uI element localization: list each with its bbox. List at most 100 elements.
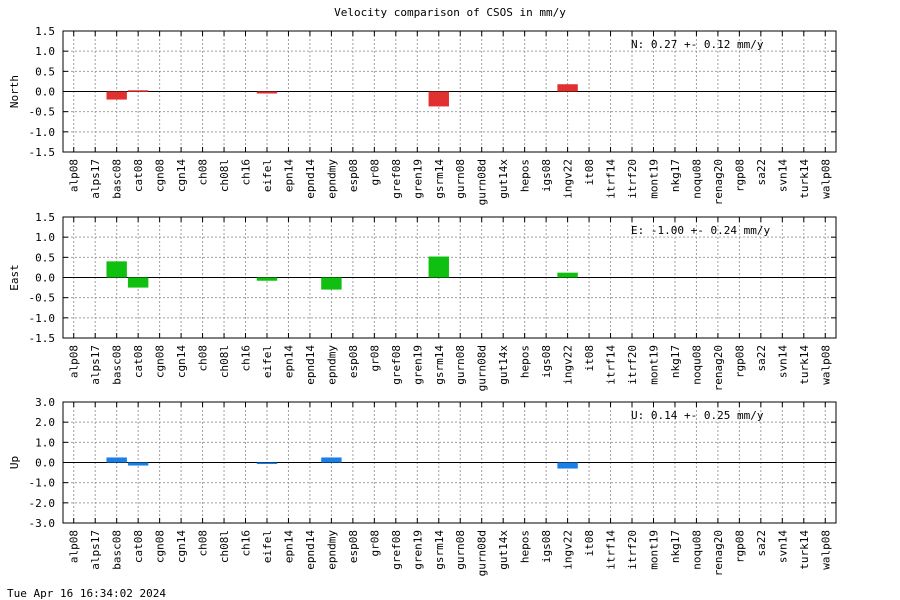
y-tick-label: 0.0 [35, 86, 55, 99]
bar-ingv22 [557, 84, 578, 92]
bar-eifel [256, 277, 278, 281]
y-axis-label: East [8, 264, 21, 291]
x-tick-label: sa22 [755, 530, 768, 557]
x-tick-label: basc08 [111, 345, 124, 385]
x-tick-label: sa22 [755, 159, 768, 186]
x-tick-label: esp08 [347, 159, 360, 192]
y-tick-label: 1.5 [35, 211, 55, 224]
x-tick-label: gurn08d [476, 159, 489, 205]
x-tick-label: cgn08 [154, 345, 167, 378]
x-tick-label: mont19 [647, 345, 660, 385]
x-tick-label: gref08 [390, 345, 403, 385]
bar-cat08 [127, 90, 149, 92]
x-tick-label: itrf20 [626, 530, 639, 570]
y-tick-label: -3.0 [29, 517, 56, 530]
y-axis-label: Up [8, 456, 21, 469]
x-tick-label: itrf14 [605, 530, 618, 570]
bar-basc08 [106, 261, 127, 278]
x-tick-label: epnd14 [304, 345, 317, 385]
stat-annotation: N: 0.27 +- 0.12 mm/y [631, 38, 764, 51]
x-tick-label: cat08 [132, 530, 145, 563]
x-tick-label: esp08 [347, 345, 360, 378]
y-tick-label: 2.0 [35, 416, 55, 429]
x-tick-label: rgp08 [733, 345, 746, 378]
bar-eifel [256, 91, 278, 94]
x-tick-label: alps17 [89, 159, 102, 199]
x-tick-label: gsrm14 [433, 345, 446, 385]
x-tick-label: turk14 [798, 530, 811, 570]
x-tick-label: epnd14 [304, 159, 317, 199]
x-tick-label: gurn08 [454, 530, 467, 570]
y-tick-label: 0.5 [35, 65, 55, 78]
x-tick-label: cat08 [132, 159, 145, 192]
y-tick-label: -0.5 [29, 292, 56, 305]
bar-epndmy [321, 277, 342, 290]
x-tick-label: ch16 [240, 159, 253, 186]
plot-frame [62, 30, 837, 153]
x-tick-label: gsrm14 [433, 530, 446, 570]
x-tick-label: gren19 [411, 530, 424, 570]
x-tick-label: ch16 [240, 345, 253, 372]
x-tick-label: gren19 [411, 159, 424, 199]
x-tick-label: cgn08 [154, 530, 167, 563]
y-tick-label: -1.5 [29, 332, 56, 345]
x-tick-label: nkg17 [669, 345, 682, 378]
y-tick-label: -0.5 [29, 106, 56, 119]
x-tick-label: gurn08d [476, 530, 489, 576]
bar-epndmy [321, 457, 342, 463]
x-tick-label: gref08 [390, 530, 403, 570]
x-tick-label: cgn08 [154, 159, 167, 192]
panel-north: 1.5 1.0 0.5 0.0 -0.5 -1.0 -1.5 alp08 alps17 basc0… [8, 25, 837, 205]
x-tick-label: gurn08 [454, 159, 467, 199]
x-tick-label: mont19 [647, 530, 660, 570]
x-tick-label: itrf14 [605, 345, 618, 385]
x-tick-label: nkg17 [669, 530, 682, 563]
y-tick-label: 3.0 [35, 396, 55, 409]
x-tick-label: gr08 [368, 159, 381, 186]
x-tick-label: igs08 [540, 530, 553, 563]
x-tick-label: noqu08 [690, 530, 703, 570]
x-tick-label: cgn14 [175, 530, 188, 563]
x-tick-label: gurn08 [454, 345, 467, 385]
x-tick-label: ch08 [197, 530, 210, 557]
y-tick-label: 1.0 [35, 436, 55, 449]
x-tick-label: epndmy [325, 530, 338, 570]
stat-annotation: E: -1.00 +- 0.24 mm/y [631, 224, 770, 237]
x-tick-label: basc08 [111, 530, 124, 570]
y-tick-label: 1.0 [35, 231, 55, 244]
y-tick-label: -1.0 [29, 126, 56, 139]
x-tick-label: gren19 [411, 345, 424, 385]
x-tick-label: hepos [519, 530, 532, 563]
x-tick-label: ch08l [218, 159, 231, 192]
x-tick-label: epnd14 [304, 530, 317, 570]
x-tick-label: alp08 [68, 345, 81, 378]
x-tick-label: turk14 [798, 159, 811, 199]
x-tick-label: noqu08 [690, 159, 703, 199]
x-tick-label: nkg17 [669, 159, 682, 192]
panel-east: 1.5 1.0 0.5 0.0 -0.5 -1.0 -1.5 alp08 alps17 basc0… [8, 211, 837, 391]
bar-ingv22 [557, 462, 578, 469]
x-tick-label: svn14 [776, 159, 789, 192]
bar-gsrm14 [428, 91, 449, 107]
x-tick-label: alps17 [89, 530, 102, 570]
x-tick-label: eifel [261, 530, 274, 563]
bar-basc08 [106, 457, 127, 463]
x-tick-label: ch08 [197, 345, 210, 372]
x-tick-label: renag20 [712, 345, 725, 391]
x-tick-label: gr08 [368, 530, 381, 557]
x-tick-label: epndmy [325, 345, 338, 385]
x-tick-label: eifel [261, 345, 274, 378]
x-tick-label: walp08 [819, 159, 832, 199]
x-tick-label: rgp08 [733, 159, 746, 192]
x-tick-label: gr08 [368, 345, 381, 372]
x-tick-label: epn14 [282, 345, 295, 378]
x-tick-label: sa22 [755, 345, 768, 372]
x-tick-label: basc08 [111, 159, 124, 199]
x-tick-label: gref08 [390, 159, 403, 199]
y-tick-label: -2.0 [29, 497, 56, 510]
x-tick-label: cgn14 [175, 345, 188, 378]
x-tick-label: turk14 [798, 345, 811, 385]
y-tick-label: 1.5 [35, 25, 55, 38]
x-tick-label: epn14 [282, 530, 295, 563]
